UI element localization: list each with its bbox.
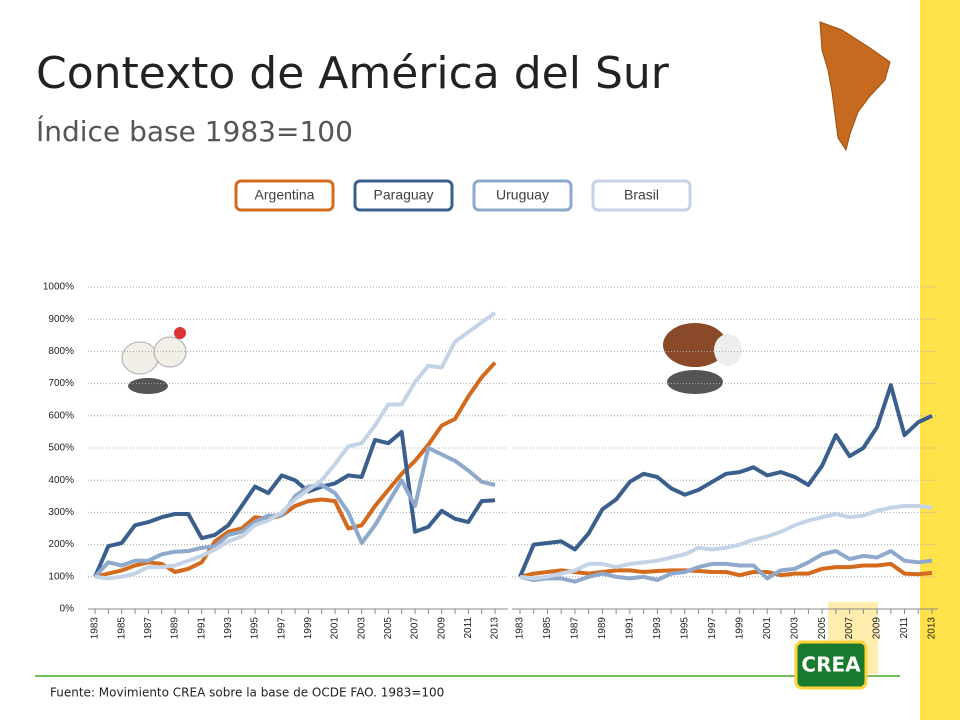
logo: [794, 640, 868, 690]
y-tick-label: 900%: [48, 314, 74, 325]
x-tick-label: 1989: [170, 617, 181, 640]
x-tick-label: 2001: [330, 617, 341, 640]
legend-label: Brasil: [624, 187, 659, 203]
x-tick-label: 2013: [927, 617, 938, 640]
logo-text: CREA: [801, 653, 861, 677]
x-tick-label: 2009: [872, 617, 883, 640]
x-tick-label: 1983: [90, 617, 101, 640]
series-line: [518, 383, 933, 578]
x-tick-label: 1997: [276, 617, 287, 640]
x-tick-label: 1989: [597, 617, 608, 640]
x-tick-label: 1983: [515, 617, 526, 640]
series-line: [94, 361, 497, 579]
x-tick-label: 1997: [707, 617, 718, 640]
legend-label: Argentina: [255, 187, 315, 203]
x-tick-label: 1985: [542, 617, 553, 640]
x-tick-label: 1993: [223, 617, 234, 640]
x-tick-label: 1995: [250, 617, 261, 640]
legend-box: [472, 179, 573, 212]
x-tick-label: 1991: [196, 617, 207, 640]
subtitle: Índice base 1983=100: [36, 114, 353, 148]
legend: Argentina Paraguay Uruguay Brasil: [234, 179, 692, 212]
x-tick-label: 2011: [899, 617, 910, 639]
x-tick-label: 2003: [356, 617, 367, 640]
x-tick-label: 1987: [143, 617, 154, 640]
y-tick-label: 600%: [48, 410, 74, 421]
x-tick-label: 2007: [844, 617, 855, 640]
source: Fuente: Movimiento CREA sobre la base de…: [50, 686, 444, 700]
y-tick-label: 200%: [48, 539, 74, 550]
side-band: [920, 0, 960, 720]
series-line: [94, 311, 497, 581]
x-tick-label: 1985: [116, 617, 127, 640]
x-tick-label: 1999: [734, 617, 745, 640]
legend-box: [591, 179, 692, 212]
y-tick-label: 500%: [48, 443, 74, 454]
legend-label: Uruguay: [496, 187, 549, 203]
y-tick-label: 100%: [48, 571, 74, 582]
y-tick-label: 0%: [60, 604, 75, 615]
x-tick-label: 2011: [463, 617, 474, 639]
legend-label: Paraguay: [374, 187, 434, 203]
x-tick-label: 2005: [383, 617, 394, 640]
x-tick-label: 2009: [436, 617, 447, 640]
y-tick-label: 700%: [48, 378, 74, 389]
title: Contexto de América del Sur: [36, 48, 670, 99]
y-tick-label: 1000%: [43, 282, 74, 293]
x-tick-label: 2013: [490, 617, 501, 640]
series-line: [519, 561, 933, 579]
x-tick-label: 1995: [679, 617, 690, 640]
y-tick-label: 800%: [48, 346, 74, 357]
x-tick-label: 2005: [817, 617, 828, 640]
x-tick-label: 1987: [570, 617, 581, 640]
x-tick-label: 2007: [410, 617, 421, 640]
x-tick-label: 1993: [652, 617, 663, 640]
x-tick-label: 1999: [303, 617, 314, 640]
x-tick-label: 1991: [625, 617, 636, 640]
x-tick-label: 2001: [762, 617, 773, 640]
series-line: [93, 446, 496, 579]
series-line: [519, 504, 933, 581]
x-tick-label: 2003: [789, 617, 800, 640]
chicken-icon: [121, 327, 187, 394]
y-tick-label: 400%: [48, 475, 74, 486]
y-tick-label: 300%: [48, 507, 74, 518]
legend-box: [234, 179, 335, 212]
map-icon: [819, 21, 891, 152]
legend-box: [353, 179, 454, 212]
series-line: [93, 429, 496, 578]
cow-icon: [663, 323, 742, 394]
series-line: [519, 549, 933, 584]
